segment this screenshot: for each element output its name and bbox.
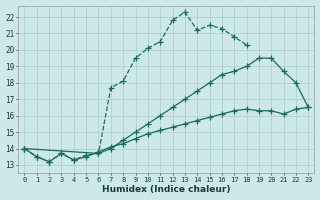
X-axis label: Humidex (Indice chaleur): Humidex (Indice chaleur) [102,185,231,194]
